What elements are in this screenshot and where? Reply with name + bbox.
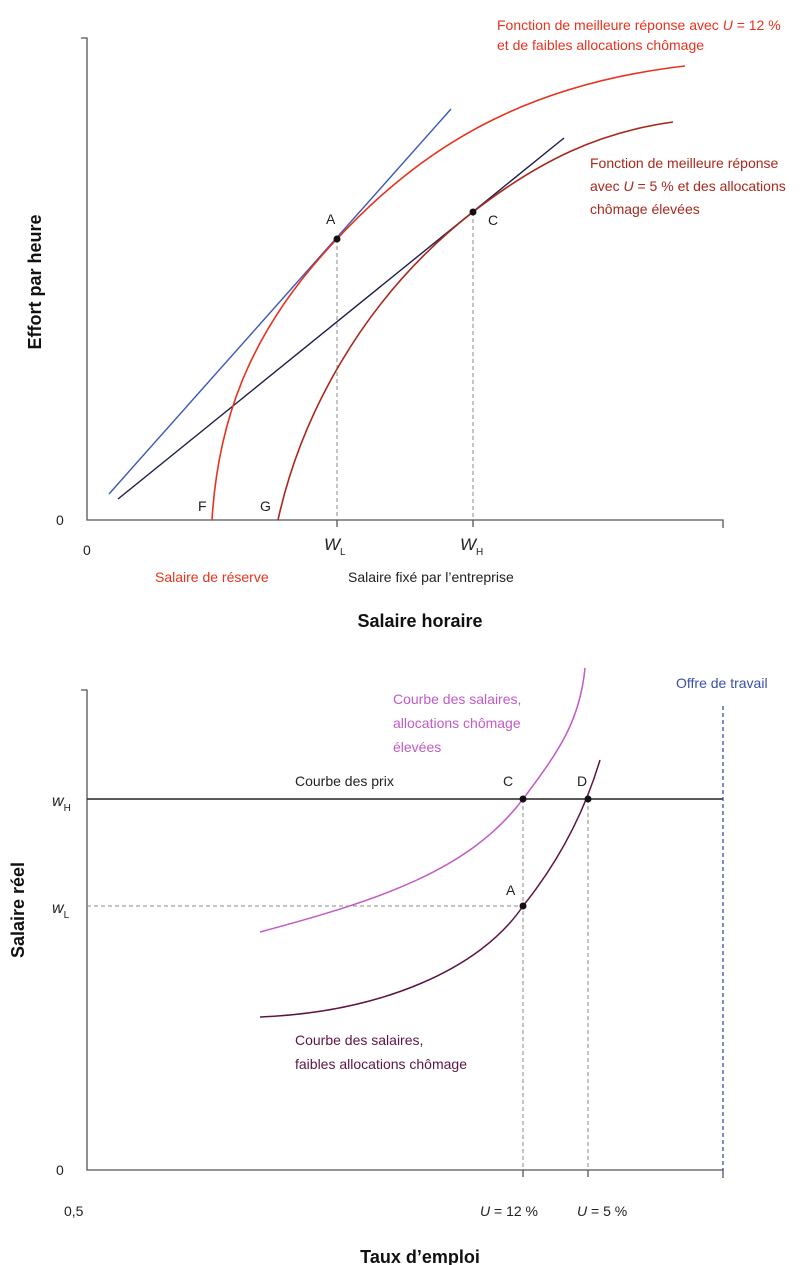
darkred-curve-label-line1: Fonction de meilleure réponse (590, 155, 779, 171)
labor-supply-label: Offre de travail (676, 675, 768, 691)
y-zero-label: 0 (56, 1162, 64, 1178)
isocost-line-steep (108, 108, 452, 495)
point-c-label: C (488, 212, 498, 228)
darkred-curve-label-line2: avec U = 5 % et des allocations (590, 178, 786, 194)
top-y-axis-title: Effort par heure (25, 214, 45, 349)
point-a-label: A (326, 211, 336, 227)
bottom-chart: Courbe des salaires, allocations chômage… (8, 667, 768, 1265)
point-c-label: C (503, 773, 513, 789)
darkred-curve-label-line3: chômage élevées (590, 201, 700, 217)
wage-curve-high-benefits (259, 667, 586, 933)
red-curve-label-line2: et de faibles allocations chômage (497, 37, 704, 53)
purple-curve-label-line2: faibles allocations chômage (295, 1056, 467, 1072)
best-response-curve-u12 (211, 65, 686, 521)
pink-curve-label-line2: allocations chômage (393, 715, 521, 731)
point-d-marker (584, 795, 592, 803)
best-response-curve-u5 (277, 121, 674, 521)
top-chart: Fonction de meilleure réponse avec U = 1… (25, 17, 786, 631)
pink-curve-label-line3: élevées (393, 739, 441, 755)
y-zero-label: 0 (56, 512, 64, 528)
wl-label: wL (52, 900, 70, 921)
point-c-marker (469, 208, 477, 216)
point-a-label: A (506, 882, 516, 898)
purple-curve-label-line1: Courbe des salaires, (295, 1032, 423, 1048)
bottom-axes (81, 689, 724, 1178)
red-curve-label-line1: Fonction de meilleure réponse avec U = 1… (497, 17, 781, 33)
price-curve-label: Courbe des prix (295, 773, 394, 789)
point-d-label: D (577, 773, 587, 789)
wl-label: WL (324, 535, 346, 558)
pink-curve-label-line1: Courbe des salaires, (393, 691, 521, 707)
wh-label: wH (52, 793, 71, 814)
wh-label: WH (460, 535, 483, 558)
top-x-axis-title: Salaire horaire (357, 611, 482, 631)
isocost-line-flat (117, 137, 565, 500)
point-a-marker (333, 235, 341, 243)
point-f-label: F (198, 498, 207, 514)
bottom-y-axis-title: Salaire réel (8, 862, 28, 958)
firm-wage-label: Salaire fixé par l’entreprise (348, 569, 514, 585)
bottom-x-axis-title: Taux d’emploi (360, 1247, 480, 1265)
x-zero-label: 0 (83, 542, 91, 558)
point-g-label: G (260, 498, 271, 514)
x-start-label: 0,5 (64, 1203, 84, 1219)
top-axes (81, 37, 724, 528)
u5-label: U = 5 % (577, 1203, 627, 1219)
reservation-wage-label: Salaire de réserve (155, 569, 269, 585)
point-a-marker (519, 902, 527, 910)
point-c-marker (519, 795, 527, 803)
wage-curve-low-benefits (259, 759, 601, 1018)
u12-label: U = 12 % (480, 1203, 538, 1219)
